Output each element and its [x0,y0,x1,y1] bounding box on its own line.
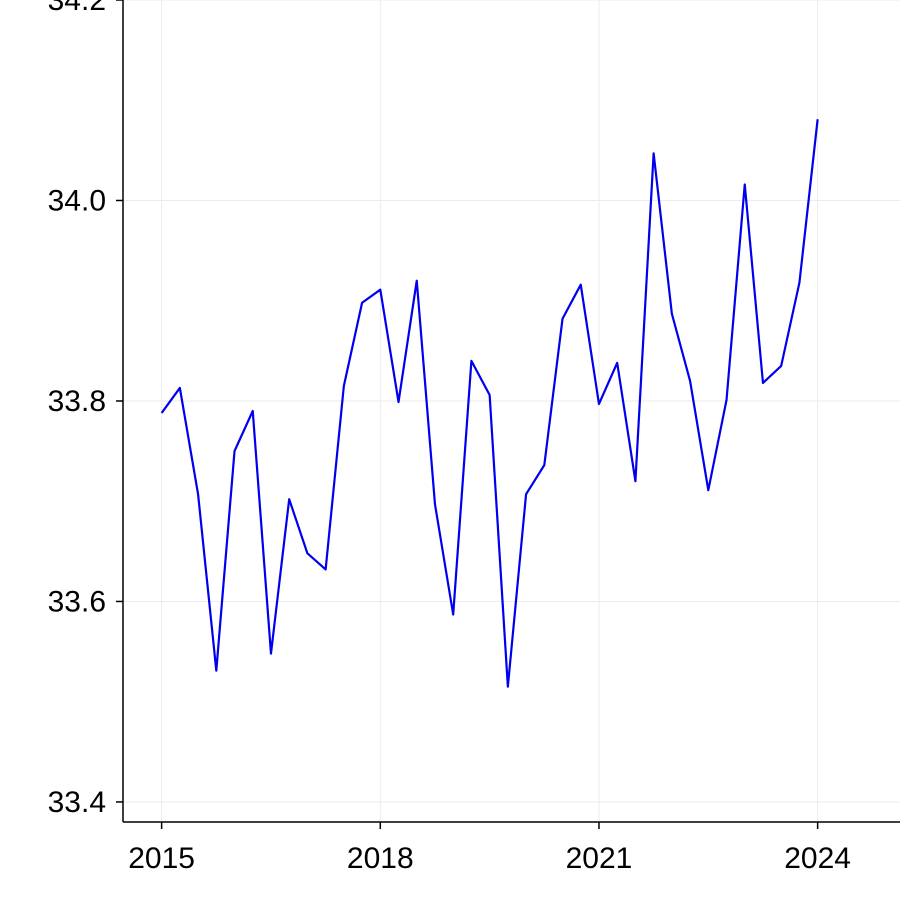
x-tick-label: 2018 [347,842,414,875]
y-tick-label: 34.2 [48,0,106,17]
x-tick-label: 2021 [566,842,633,875]
y-tick-label: 34.0 [48,184,106,217]
x-tick-label: 2024 [784,842,851,875]
series-line-0 [160,119,819,688]
vertical-gridlines [161,0,819,822]
y-axis-ticks: 33.4 33.6 33.8 34.0 34.2 [48,0,123,819]
x-tick-label: 2015 [128,842,195,875]
y-tick-label: 33.4 [48,786,106,819]
series-group [160,119,819,688]
y-tick-label: 33.8 [48,385,106,418]
y-tick-label: 33.6 [48,585,106,618]
horizontal-gridlines [123,0,900,803]
x-axis-ticks: 2015 2018 2021 2024 [128,822,851,875]
